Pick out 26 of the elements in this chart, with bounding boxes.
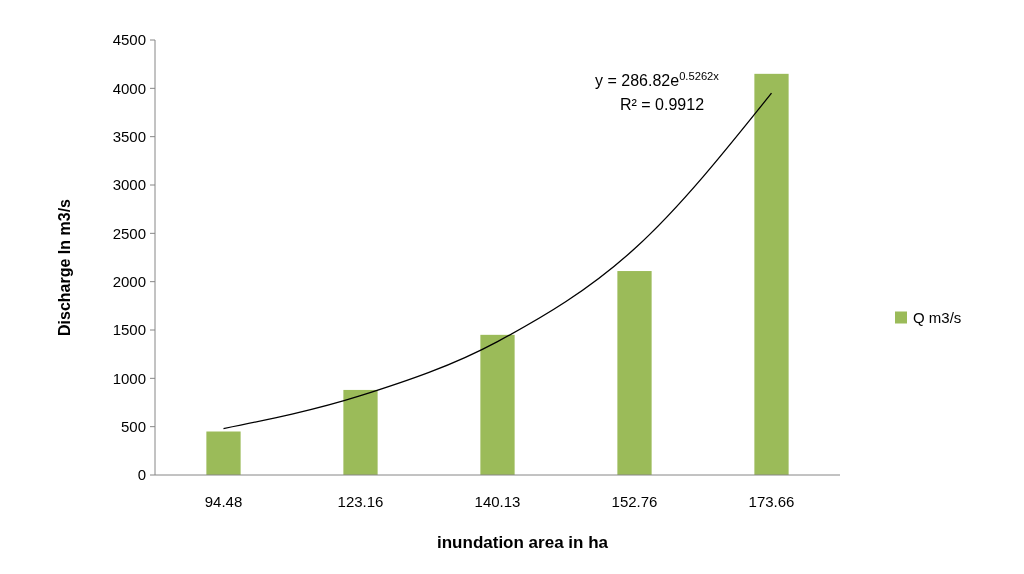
bar	[754, 73, 789, 475]
annotation: R² = 0.9912	[619, 96, 705, 113]
y-tick-label: 1500	[112, 321, 146, 339]
bar	[206, 431, 241, 475]
x-tick-label: 140.13	[474, 493, 521, 510]
y-tick-label: 4500	[112, 31, 146, 49]
x-tick-label: 94.48	[204, 493, 243, 510]
bar	[617, 271, 652, 475]
x-tick-label: 123.16	[337, 493, 384, 510]
y-tick-label: 2000	[112, 272, 146, 290]
annotation: y = 286.82e$^{0.5262x}$	[595, 70, 720, 89]
y-tick-label: 3000	[112, 176, 146, 194]
y-tick-label: 500	[120, 417, 146, 435]
y-axis-title: Discharge In m3/s	[56, 198, 73, 336]
line-series	[222, 92, 773, 430]
y-tick-label: 2500	[112, 224, 146, 242]
y-tick-label: 3500	[112, 127, 146, 145]
x-tick-label: 152.76	[611, 493, 658, 510]
x-tick-label: 173.66	[748, 493, 795, 510]
bar	[343, 389, 378, 475]
legend-label: Q m3/s	[913, 308, 962, 326]
bar	[480, 334, 515, 475]
y-tick-label: 0	[137, 466, 146, 484]
y-tick-label: 4000	[112, 79, 146, 97]
y-tick-label: 1000	[112, 369, 146, 387]
x-axis-title: inundation area in ha	[437, 533, 609, 552]
